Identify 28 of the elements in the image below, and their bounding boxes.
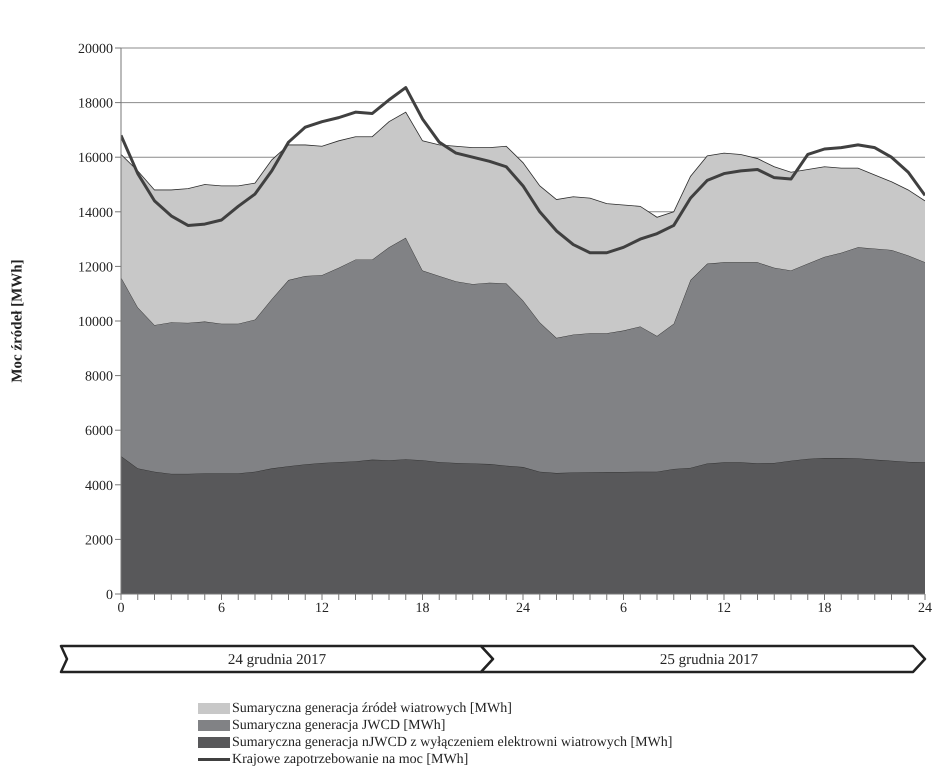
x-tick-label: 24 [918, 600, 932, 616]
y-tick-label: 4000 [85, 478, 113, 494]
y-tick-label: 18000 [78, 96, 113, 112]
y-tick-label: 0 [106, 588, 113, 603]
x-tick-label: 18 [818, 600, 832, 616]
x-tick-label: 18 [416, 600, 430, 616]
y-tick-label: 12000 [78, 260, 113, 276]
legend-label: Sumaryczna generacja JWCD [MWh] [232, 717, 446, 734]
y-tick-label: 6000 [85, 424, 113, 440]
line-series [121, 86, 925, 254]
y-tick-label: 14000 [78, 206, 113, 221]
text: 25 grudnia 2017 [660, 652, 759, 668]
x-tick-label: 0 [118, 600, 124, 616]
legend-label: Sumaryczna generacja nJWCD z wyłączeniem elektrowni wiatrowych [MWh] [232, 734, 672, 751]
legend-label: Sumaryczna generacja źródeł wiatrowych [MWh] [232, 700, 512, 717]
y-tick-label: 20000 [78, 42, 113, 57]
y-tick-label: 16000 [78, 151, 113, 166]
y-tick-label: 2000 [85, 533, 113, 548]
legend-label: Krajowe zapotrzebowanie na moc [MWh] [232, 751, 468, 768]
x-tick-label: 6 [218, 600, 225, 616]
x-tick-label: 12 [717, 600, 731, 616]
y-tick-label: 10000 [78, 314, 113, 330]
y-axis-title: Moc źródeł [MWh] [9, 259, 26, 383]
x-tick-label: 12 [315, 600, 329, 616]
x-tick-label: 6 [620, 600, 627, 616]
y-tick-label: 8000 [85, 370, 113, 385]
x-tick-label: 24 [516, 600, 530, 616]
text: 24 grudnia 2017 [228, 652, 327, 668]
